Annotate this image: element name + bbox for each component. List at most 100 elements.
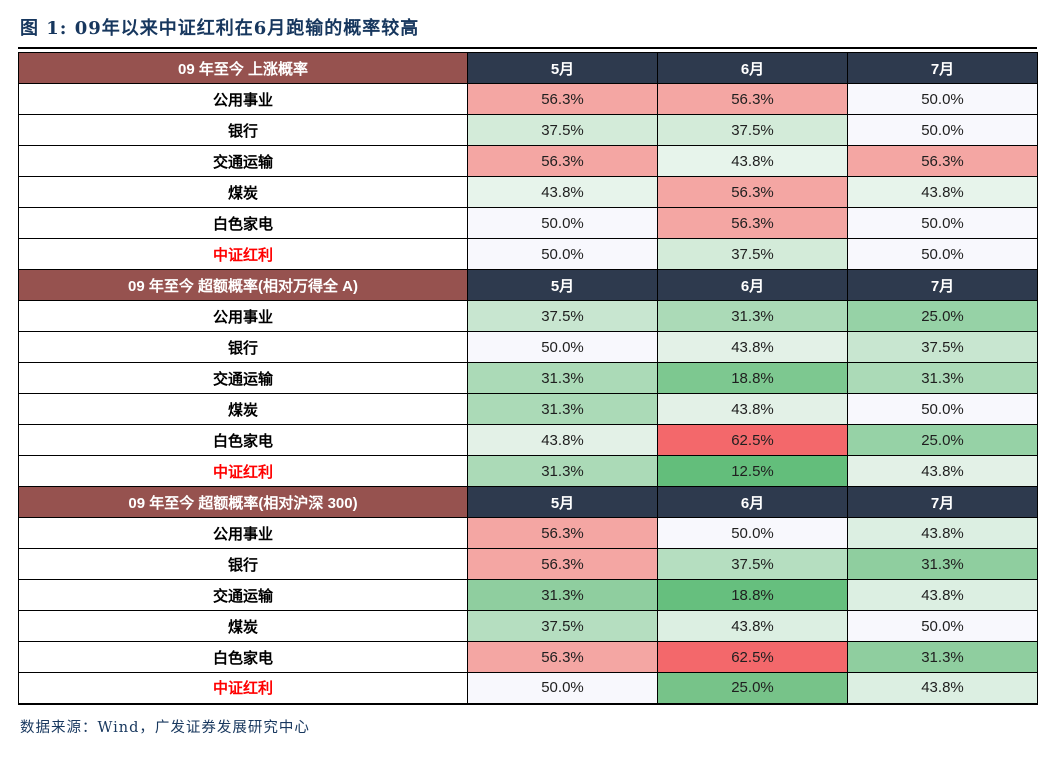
table-row: 交通运输 31.3% 18.8% 43.8% — [18, 579, 1038, 611]
value-cell: 25.0% — [847, 424, 1038, 456]
month-header-cell: 7月 — [847, 269, 1038, 301]
value-cell: 18.8% — [657, 362, 848, 394]
table-row: 银行 37.5% 37.5% 50.0% — [18, 114, 1038, 146]
section-header-row: 09 年至今 上涨概率 5月 6月 7月 — [18, 52, 1038, 84]
probability-heatmap-table: 09 年至今 上涨概率 5月 6月 7月 公用事业 56.3% 56.3% 50.0% 银行 37… — [18, 52, 1038, 705]
month-header-cell: 6月 — [657, 269, 848, 301]
value-cell: 50.0% — [657, 517, 848, 549]
table-row: 白色家电 56.3% 62.5% 31.3% — [18, 641, 1038, 673]
row-label-cell: 煤炭 — [18, 176, 468, 208]
month-header-cell: 7月 — [847, 52, 1038, 84]
value-cell: 50.0% — [847, 207, 1038, 239]
value-cell: 43.8% — [467, 176, 658, 208]
section-header-cell: 09 年至今 超额概率(相对万得全 A) — [18, 269, 468, 301]
table-row: 公用事业 56.3% 50.0% 43.8% — [18, 517, 1038, 549]
table-row: 公用事业 56.3% 56.3% 50.0% — [18, 83, 1038, 115]
value-cell: 56.3% — [847, 145, 1038, 177]
section-header-cell: 09 年至今 上涨概率 — [18, 52, 468, 84]
value-cell: 25.0% — [657, 672, 848, 704]
value-cell: 37.5% — [657, 114, 848, 146]
value-cell: 56.3% — [467, 517, 658, 549]
row-label-cell: 公用事业 — [18, 83, 468, 115]
value-cell: 43.8% — [657, 331, 848, 363]
value-cell: 37.5% — [467, 300, 658, 332]
value-cell: 56.3% — [467, 145, 658, 177]
section-header-row: 09 年至今 超额概率(相对万得全 A) 5月 6月 7月 — [18, 269, 1038, 301]
value-cell: 43.8% — [657, 145, 848, 177]
value-cell: 50.0% — [467, 238, 658, 270]
value-cell: 31.3% — [847, 548, 1038, 580]
row-label-cell: 煤炭 — [18, 393, 468, 425]
value-cell: 50.0% — [847, 610, 1038, 642]
row-label-cell: 银行 — [18, 548, 468, 580]
value-cell: 37.5% — [467, 114, 658, 146]
value-cell: 50.0% — [847, 393, 1038, 425]
value-cell: 31.3% — [467, 455, 658, 487]
title-rule — [18, 47, 1037, 49]
table-row: 煤炭 31.3% 43.8% 50.0% — [18, 393, 1038, 425]
section-header-cell: 09 年至今 超额概率(相对沪深 300) — [18, 486, 468, 518]
row-label-cell-highlighted: 中证红利 — [18, 672, 468, 704]
value-cell: 43.8% — [847, 517, 1038, 549]
table-row: 煤炭 37.5% 43.8% 50.0% — [18, 610, 1038, 642]
value-cell: 43.8% — [847, 455, 1038, 487]
value-cell: 25.0% — [847, 300, 1038, 332]
value-cell: 50.0% — [847, 114, 1038, 146]
value-cell: 43.8% — [657, 610, 848, 642]
month-header-cell: 7月 — [847, 486, 1038, 518]
month-header-cell: 6月 — [657, 52, 848, 84]
value-cell: 56.3% — [657, 176, 848, 208]
value-cell: 56.3% — [657, 83, 848, 115]
row-label-cell: 交通运输 — [18, 145, 468, 177]
table-row: 银行 50.0% 43.8% 37.5% — [18, 331, 1038, 363]
table-row: 交通运输 31.3% 18.8% 31.3% — [18, 362, 1038, 394]
figure-title: 图 1: 09年以来中证红利在6月跑输的概率较高 — [20, 18, 420, 39]
value-cell: 50.0% — [467, 207, 658, 239]
value-cell: 50.0% — [847, 238, 1038, 270]
month-header-cell: 5月 — [467, 486, 658, 518]
table-row: 交通运输 56.3% 43.8% 56.3% — [18, 145, 1038, 177]
row-label-cell: 白色家电 — [18, 641, 468, 673]
row-label-cell: 公用事业 — [18, 300, 468, 332]
row-label-cell: 交通运输 — [18, 362, 468, 394]
month-header-cell: 5月 — [467, 52, 658, 84]
value-cell: 31.3% — [657, 300, 848, 332]
value-cell: 50.0% — [847, 83, 1038, 115]
value-cell: 31.3% — [847, 641, 1038, 673]
value-cell: 43.8% — [847, 176, 1038, 208]
value-cell: 18.8% — [657, 579, 848, 611]
value-cell: 56.3% — [467, 548, 658, 580]
value-cell: 62.5% — [657, 424, 848, 456]
row-label-cell: 白色家电 — [18, 207, 468, 239]
value-cell: 12.5% — [657, 455, 848, 487]
value-cell: 62.5% — [657, 641, 848, 673]
table-row: 银行 56.3% 37.5% 31.3% — [18, 548, 1038, 580]
value-cell: 31.3% — [467, 393, 658, 425]
data-source-note: 数据来源：Wind，广发证券发展研究中心 — [20, 719, 310, 736]
value-cell: 43.8% — [847, 672, 1038, 704]
month-header-cell: 6月 — [657, 486, 848, 518]
row-label-cell: 煤炭 — [18, 610, 468, 642]
table-row: 白色家电 43.8% 62.5% 25.0% — [18, 424, 1038, 456]
value-cell: 31.3% — [467, 579, 658, 611]
value-cell: 37.5% — [657, 238, 848, 270]
value-cell: 56.3% — [467, 83, 658, 115]
row-label-cell-highlighted: 中证红利 — [18, 455, 468, 487]
table-row: 公用事业 37.5% 31.3% 25.0% — [18, 300, 1038, 332]
value-cell: 56.3% — [467, 641, 658, 673]
value-cell: 31.3% — [467, 362, 658, 394]
row-label-cell: 交通运输 — [18, 579, 468, 611]
value-cell: 37.5% — [467, 610, 658, 642]
month-header-cell: 5月 — [467, 269, 658, 301]
row-label-cell: 公用事业 — [18, 517, 468, 549]
value-cell: 50.0% — [467, 672, 658, 704]
table-row: 白色家电 50.0% 56.3% 50.0% — [18, 207, 1038, 239]
value-cell: 37.5% — [657, 548, 848, 580]
row-label-cell: 银行 — [18, 331, 468, 363]
value-cell: 56.3% — [657, 207, 848, 239]
table-row: 中证红利 50.0% 25.0% 43.8% — [18, 672, 1038, 704]
row-label-cell: 白色家电 — [18, 424, 468, 456]
row-label-cell: 银行 — [18, 114, 468, 146]
value-cell: 50.0% — [467, 331, 658, 363]
section-header-row: 09 年至今 超额概率(相对沪深 300) 5月 6月 7月 — [18, 486, 1038, 518]
